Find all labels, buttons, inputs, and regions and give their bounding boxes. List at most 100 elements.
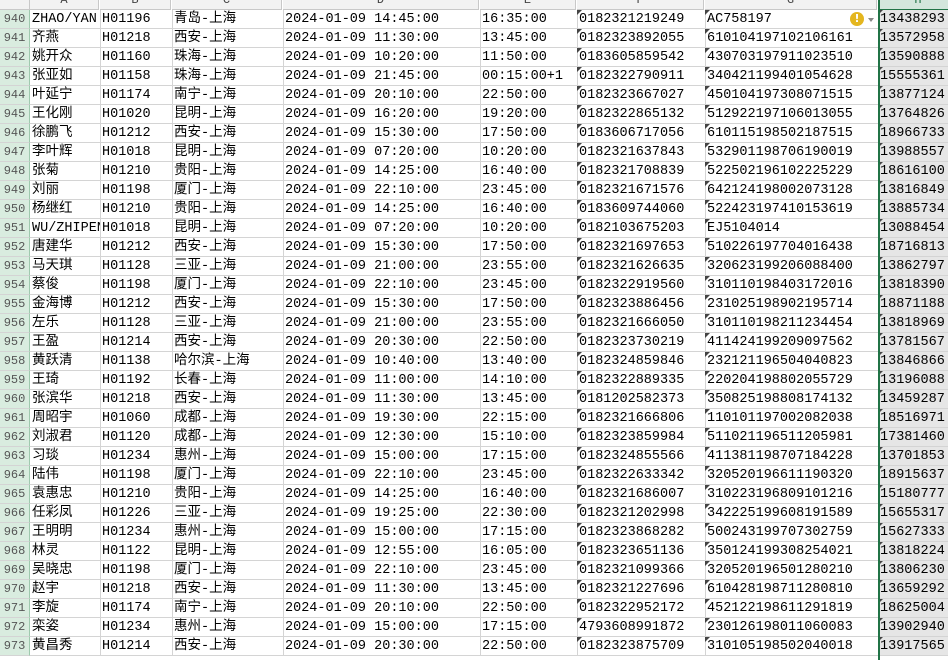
cell-d[interactable]: 2024-01-09 11:30:00 [283, 29, 481, 48]
cell-a[interactable]: 马天琪 [30, 257, 101, 276]
cell-g[interactable]: 610104197102106161 [705, 29, 879, 48]
cell-g[interactable]: 411424199209097562 [705, 333, 879, 352]
cell-a[interactable]: 李叶辉 [30, 143, 101, 162]
cell-c[interactable]: 三亚-上海 [172, 504, 284, 523]
cell-d[interactable]: 2024-01-09 14:25:00 [283, 485, 481, 504]
cell-g[interactable]: 411381198707184228 [705, 447, 879, 466]
column-header-f[interactable]: F [577, 0, 704, 10]
cell-h[interactable]: 13701853 [878, 447, 948, 466]
cell-c[interactable]: 西安-上海 [172, 238, 284, 257]
cell-b[interactable]: H01210 [100, 162, 173, 181]
cell-g[interactable]: 510226197704016438 [705, 238, 879, 257]
row-header[interactable]: 955 [0, 295, 30, 314]
cell-c[interactable]: 三亚-上海 [172, 257, 284, 276]
cell-g[interactable]: 342225199608191589 [705, 504, 879, 523]
cell-h[interactable]: 13438293 [878, 10, 948, 29]
row-header[interactable]: 972 [0, 618, 30, 637]
cell-a[interactable]: 齐燕 [30, 29, 101, 48]
cell-e[interactable]: 22:30:00 [480, 504, 578, 523]
cell-f[interactable]: 0182321626635 [577, 257, 706, 276]
cell-f[interactable]: 0182323667027 [577, 86, 706, 105]
cell-f[interactable]: 0182321686007 [577, 485, 706, 504]
cell-d[interactable]: 2024-01-09 14:45:00 [283, 10, 481, 29]
cell-e[interactable]: 22:50:00 [480, 333, 578, 352]
cell-h[interactable]: 18915637 [878, 466, 948, 485]
cell-e[interactable]: 23:55:00 [480, 314, 578, 333]
select-all-corner[interactable] [0, 0, 30, 10]
cell-h[interactable]: 18616100 [878, 162, 948, 181]
row-header[interactable]: 966 [0, 504, 30, 523]
cell-e[interactable]: 13:45:00 [480, 29, 578, 48]
cell-a[interactable]: 叶延宁 [30, 86, 101, 105]
cell-d[interactable]: 2024-01-09 20:10:00 [283, 86, 481, 105]
cell-g[interactable]: 532901198706190019 [705, 143, 879, 162]
cell-e[interactable]: 23:45:00 [480, 181, 578, 200]
cell-c[interactable]: 长春-上海 [172, 371, 284, 390]
cell-h[interactable]: 13459287 [878, 390, 948, 409]
cell-f[interactable]: 0182323868282 [577, 523, 706, 542]
cell-g[interactable]: 340421199401054628 [705, 67, 879, 86]
row-header[interactable]: 961 [0, 409, 30, 428]
row-header[interactable]: 951 [0, 219, 30, 238]
cell-b[interactable]: H01218 [100, 390, 173, 409]
cell-a[interactable]: 左乐 [30, 314, 101, 333]
cell-g[interactable]: 450104197308071515 [705, 86, 879, 105]
cell-f[interactable]: 0182324855566 [577, 447, 706, 466]
cell-d[interactable]: 2024-01-09 20:30:00 [283, 333, 481, 352]
row-header[interactable]: 945 [0, 105, 30, 124]
row-header[interactable]: 954 [0, 276, 30, 295]
cell-e[interactable]: 17:50:00 [480, 238, 578, 257]
cell-b[interactable]: H01212 [100, 124, 173, 143]
cell-e[interactable]: 00:15:00+1 [480, 67, 578, 86]
cell-g[interactable]: 522502196102225229 [705, 162, 879, 181]
cell-b[interactable]: H01120 [100, 428, 173, 447]
cell-g[interactable]: 320520196501280210 [705, 561, 879, 580]
cell-g[interactable]: 231025198902195714 [705, 295, 879, 314]
cell-h[interactable]: 15555361 [878, 67, 948, 86]
cell-g[interactable]: 110101197002082038 [705, 409, 879, 428]
cell-f[interactable]: 0182323651136 [577, 542, 706, 561]
cell-e[interactable]: 11:50:00 [480, 48, 578, 67]
cell-h[interactable]: 13088454 [878, 219, 948, 238]
row-header[interactable]: 942 [0, 48, 30, 67]
cell-g[interactable]: 512922197106013055 [705, 105, 879, 124]
cell-b[interactable]: H01198 [100, 276, 173, 295]
cell-b[interactable]: H01018 [100, 219, 173, 238]
cell-d[interactable]: 2024-01-09 07:20:00 [283, 143, 481, 162]
cell-c[interactable]: 惠州-上海 [172, 523, 284, 542]
cell-h[interactable]: 13877124 [878, 86, 948, 105]
cell-e[interactable]: 19:20:00 [480, 105, 578, 124]
row-header[interactable]: 948 [0, 162, 30, 181]
cell-a[interactable]: 王琦 [30, 371, 101, 390]
cell-f[interactable]: 0182322889335 [577, 371, 706, 390]
cell-d[interactable]: 2024-01-09 16:20:00 [283, 105, 481, 124]
cell-f[interactable]: 0182323886456 [577, 295, 706, 314]
cell-c[interactable]: 昆明-上海 [172, 542, 284, 561]
cell-c[interactable]: 贵阳-上海 [172, 485, 284, 504]
cell-f[interactable]: 0182322865132 [577, 105, 706, 124]
cell-h[interactable]: 13196088 [878, 371, 948, 390]
cell-b[interactable]: H01128 [100, 314, 173, 333]
cell-d[interactable]: 2024-01-09 11:00:00 [283, 371, 481, 390]
cell-h[interactable]: 13806230 [878, 561, 948, 580]
cell-a[interactable]: 陆伟 [30, 466, 101, 485]
cell-b[interactable]: H01210 [100, 485, 173, 504]
cell-h[interactable]: 13917565 [878, 637, 948, 656]
cell-f[interactable]: 4793608991872 [577, 618, 706, 637]
cell-g[interactable]: 220204198802055729 [705, 371, 879, 390]
cell-a[interactable]: 唐建华 [30, 238, 101, 257]
cell-c[interactable]: 南宁-上海 [172, 86, 284, 105]
cell-c[interactable]: 青岛-上海 [172, 10, 284, 29]
cell-c[interactable]: 西安-上海 [172, 295, 284, 314]
cell-h[interactable]: 15180777 [878, 485, 948, 504]
cell-h[interactable]: 18516971 [878, 409, 948, 428]
cell-d[interactable]: 2024-01-09 15:30:00 [283, 124, 481, 143]
cell-h[interactable]: 13818390 [878, 276, 948, 295]
cell-b[interactable]: H01060 [100, 409, 173, 428]
cell-c[interactable]: 厦门-上海 [172, 561, 284, 580]
cell-c[interactable]: 西安-上海 [172, 390, 284, 409]
row-header[interactable]: 969 [0, 561, 30, 580]
cell-b[interactable]: H01196 [100, 10, 173, 29]
cell-a[interactable]: 王明明 [30, 523, 101, 542]
cell-d[interactable]: 2024-01-09 10:20:00 [283, 48, 481, 67]
